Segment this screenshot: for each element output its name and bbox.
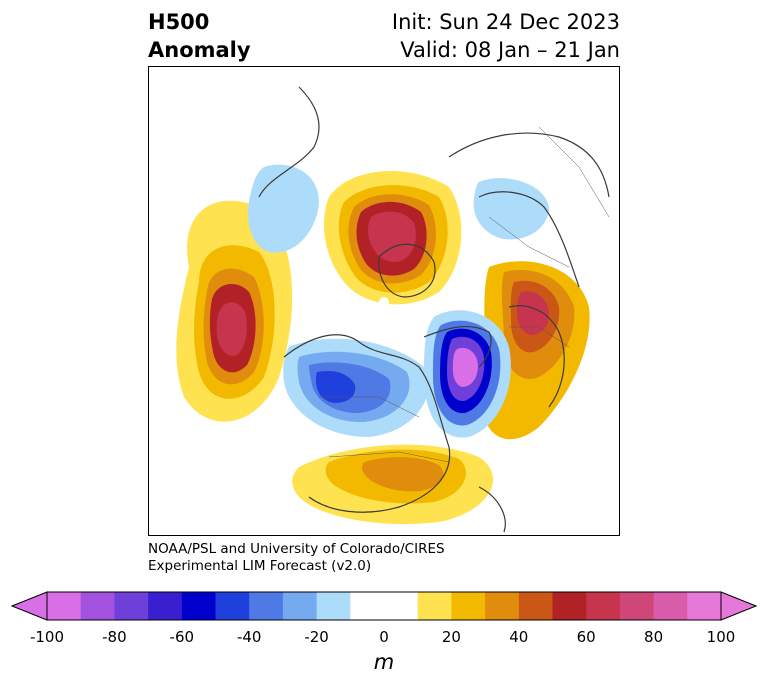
colorbar <box>10 591 758 621</box>
canada-trough <box>283 338 429 437</box>
chart-title: H500 Anomaly <box>148 8 251 64</box>
pacific-ridge <box>176 200 293 422</box>
colorbar-tick-label: -40 <box>236 628 262 646</box>
forecast-dates: Init: Sun 24 Dec 2023 Valid: 08 Jan – 21… <box>392 8 620 64</box>
colorbar-segment <box>181 592 216 620</box>
colorbar-segment <box>518 592 553 620</box>
anomaly-map-svg <box>176 86 610 533</box>
borders <box>319 126 610 463</box>
valid-dates: Valid: 08 Jan – 21 Jan <box>400 38 620 62</box>
colorbar-tick-label: -20 <box>304 628 329 646</box>
colorbar-segment <box>350 592 385 620</box>
colorbar-ticks: -100 -80 -60 -40 -20 0 20 40 60 80 100 <box>0 624 768 648</box>
init-date: Init: Sun 24 Dec 2023 <box>391 10 620 34</box>
colorbar-segment <box>586 592 621 620</box>
colorbar-tick-label: 20 <box>441 628 461 646</box>
colorbar-segment <box>282 592 318 620</box>
europe-ridge <box>483 261 590 440</box>
colorbar-segment <box>384 592 419 620</box>
credit: NOAA/PSL and University of Colorado/CIRE… <box>148 541 445 575</box>
eastern-us-ridge <box>292 444 494 525</box>
colorbar-segment <box>687 592 722 620</box>
colorbar-tick-label: 60 <box>576 628 596 646</box>
atlantic-trough <box>424 310 511 438</box>
credit-line-2: Experimental LIM Forecast (v2.0) <box>148 558 372 574</box>
credit-line-1: NOAA/PSL and University of Colorado/CIRE… <box>148 541 445 557</box>
colorbar-segment <box>215 592 250 620</box>
colorbar-segment <box>552 592 587 620</box>
colorbar-tick-label: 0 <box>379 628 389 646</box>
colorbar-segment <box>417 592 452 620</box>
colorbar-segment <box>451 592 486 620</box>
north-pole-marker <box>379 297 389 307</box>
colorbar-segment <box>619 592 655 620</box>
colorbar-segment <box>114 592 149 620</box>
coastlines <box>258 86 610 533</box>
colorbar-unit: m <box>373 650 395 674</box>
arctic-ridge <box>324 170 462 305</box>
colorbar-tick-label: -60 <box>169 628 195 646</box>
polar-map <box>148 66 620 536</box>
colorbar-segment <box>47 592 82 620</box>
colorbar-tick-label: -100 <box>29 628 65 646</box>
colorbar-tick-label: -80 <box>102 628 127 646</box>
colorbar-over-extension <box>720 591 758 621</box>
colorbar-tick-label: 100 <box>706 628 736 646</box>
colorbar-segment <box>80 592 115 620</box>
colorbar-tick-label: 80 <box>644 628 664 646</box>
colorbar-tick-label: 40 <box>509 628 529 646</box>
colorbar-segment <box>653 592 688 620</box>
colorbar-under-extension <box>10 591 48 621</box>
colorbar-segment <box>316 592 351 620</box>
title-variable: H500 <box>148 10 210 34</box>
colorbar-segment <box>485 592 520 620</box>
title-type: Anomaly <box>148 38 251 62</box>
colorbar-border <box>46 591 722 621</box>
colorbar-segment <box>148 592 183 620</box>
colorbar-segment <box>249 592 284 620</box>
